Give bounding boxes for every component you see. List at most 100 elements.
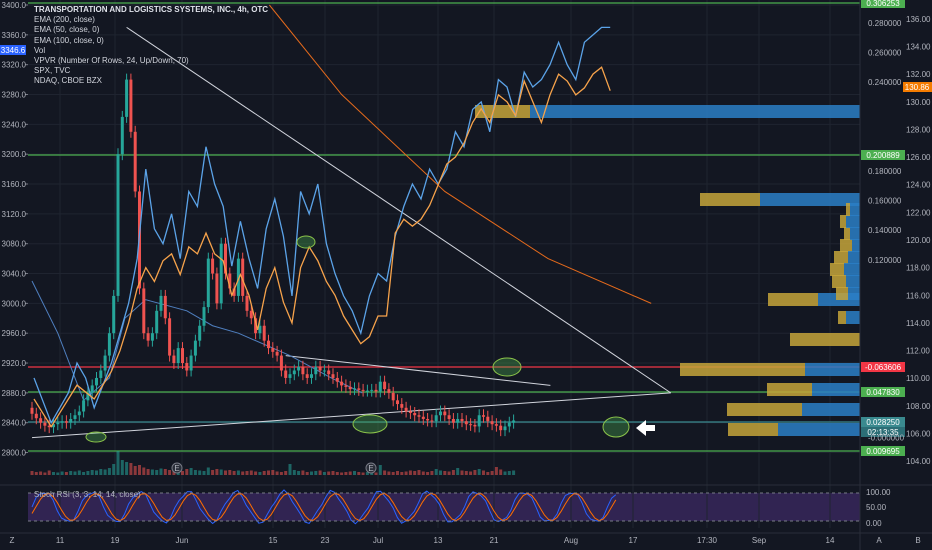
volume-bar: [245, 471, 249, 475]
volume-bar: [297, 471, 301, 475]
left-axis-label: 2920.0: [2, 359, 27, 368]
candle-body: [378, 381, 382, 392]
legend-item-ema100[interactable]: EMA (100, close, 0): [34, 35, 104, 45]
legend-item-vol[interactable]: Vol: [34, 45, 46, 55]
volume-bar: [146, 469, 150, 475]
candle-body: [331, 374, 335, 378]
candle-body: [181, 348, 184, 364]
candle-body: [168, 318, 172, 356]
volume-bar: [443, 471, 447, 475]
volume-bar: [327, 471, 331, 475]
corner-button[interactable]: B: [915, 536, 920, 545]
candle-body: [219, 243, 223, 304]
vpvr-down-bar: [846, 215, 860, 228]
volume-bar: [52, 472, 55, 475]
x-axis-label: 13: [434, 536, 443, 545]
candle-body: [232, 288, 236, 296]
vpvr-down-bar: [530, 105, 860, 118]
candle-body: [163, 295, 167, 319]
volume-bar: [464, 471, 468, 475]
vpvr-up-bar: [680, 363, 805, 376]
osc-axis-label: 50.00: [866, 503, 887, 512]
x-axis-label: Sep: [752, 536, 767, 545]
volume-bar: [413, 471, 417, 475]
stoch-d-line: [31, 492, 617, 522]
volume-bar: [142, 467, 146, 475]
vpvr-down-bar: [848, 251, 860, 264]
candle-body: [456, 418, 460, 423]
candle-body: [430, 420, 434, 422]
candle-body: [236, 258, 240, 296]
candle-body: [279, 355, 283, 371]
volume-bar: [138, 465, 141, 475]
volume-bar: [125, 462, 129, 475]
volume-bar: [271, 470, 275, 475]
x-axis-label: 11: [56, 536, 65, 545]
vpvr-up-bar: [834, 251, 848, 264]
candle-body: [198, 325, 202, 341]
candle-body: [254, 318, 258, 334]
candle-body: [107, 333, 111, 356]
x-axis-label: Jun: [176, 536, 189, 545]
candle-body: [305, 374, 309, 378]
volume-bar: [236, 470, 240, 475]
candle-body: [387, 389, 391, 393]
vpvr-down-bar: [846, 311, 860, 324]
corner-button[interactable]: Z: [10, 536, 15, 545]
volume-bar: [490, 471, 494, 475]
volume-bar: [353, 471, 356, 475]
level-tag-bg: [861, 362, 905, 372]
volume-bar: [219, 469, 223, 475]
legend-item-ema50[interactable]: EMA (50, close, 0): [34, 25, 100, 35]
legend-item-vpvr[interactable]: VPVR (Number Of Rows, 24, Up/Down, 70): [34, 56, 189, 66]
candle-body: [439, 411, 442, 416]
candle-body: [176, 348, 180, 364]
volume-bar: [120, 460, 124, 475]
vpvr-down-bar: [805, 363, 860, 376]
candle-body: [155, 310, 159, 334]
candle-body: [275, 351, 279, 356]
left-axis-label: 3320.0: [2, 61, 27, 70]
volume-bar: [275, 471, 279, 475]
legend-item-spx[interactable]: SPX, TVC: [34, 66, 71, 76]
trendline: [31, 392, 671, 439]
candle-body: [116, 154, 120, 296]
left-axis-label: 2840.0: [2, 419, 27, 428]
vpvr-down-bar: [846, 275, 860, 288]
candle-body: [228, 273, 232, 289]
corner-button[interactable]: A: [876, 536, 882, 545]
candle-body: [262, 325, 266, 341]
volume-bar: [292, 470, 296, 475]
candle-body: [301, 366, 305, 375]
volume-bar: [499, 469, 503, 475]
volume-bar: [434, 469, 438, 475]
inner-axis-label: 0.160000: [868, 197, 902, 206]
candle-body: [150, 333, 154, 341]
vpvr-down-bar: [850, 227, 860, 240]
legend-item-ema200[interactable]: EMA (200, close): [34, 15, 95, 25]
volume-bar: [103, 469, 107, 475]
level-tag-label: 0.200889: [866, 151, 900, 160]
volume-bar: [391, 472, 395, 475]
candle-body: [172, 355, 176, 364]
volume-bar: [310, 471, 313, 475]
volume-bar: [202, 471, 206, 475]
volume-bar: [361, 472, 365, 475]
left-axis-label: 2800.0: [2, 449, 27, 458]
level-tag-label: 0.306253: [866, 0, 900, 8]
volume-bar: [47, 470, 51, 475]
vpvr-up-bar: [767, 383, 812, 396]
right-axis-label: 130.00: [906, 98, 931, 107]
candle-body: [507, 422, 511, 427]
volume-bar: [39, 471, 43, 475]
volume-bar: [43, 472, 47, 475]
volume-bar: [284, 471, 288, 475]
left-axis-label: 3160.0: [2, 180, 27, 189]
volume-bar: [374, 472, 378, 475]
volume-bar: [249, 470, 253, 475]
left-axis-label: 3040.0: [2, 270, 27, 279]
candle-body: [464, 421, 468, 425]
legend-item-ndaq[interactable]: NDAQ, CBOE BZX: [34, 76, 103, 86]
volume-bar: [482, 470, 485, 475]
